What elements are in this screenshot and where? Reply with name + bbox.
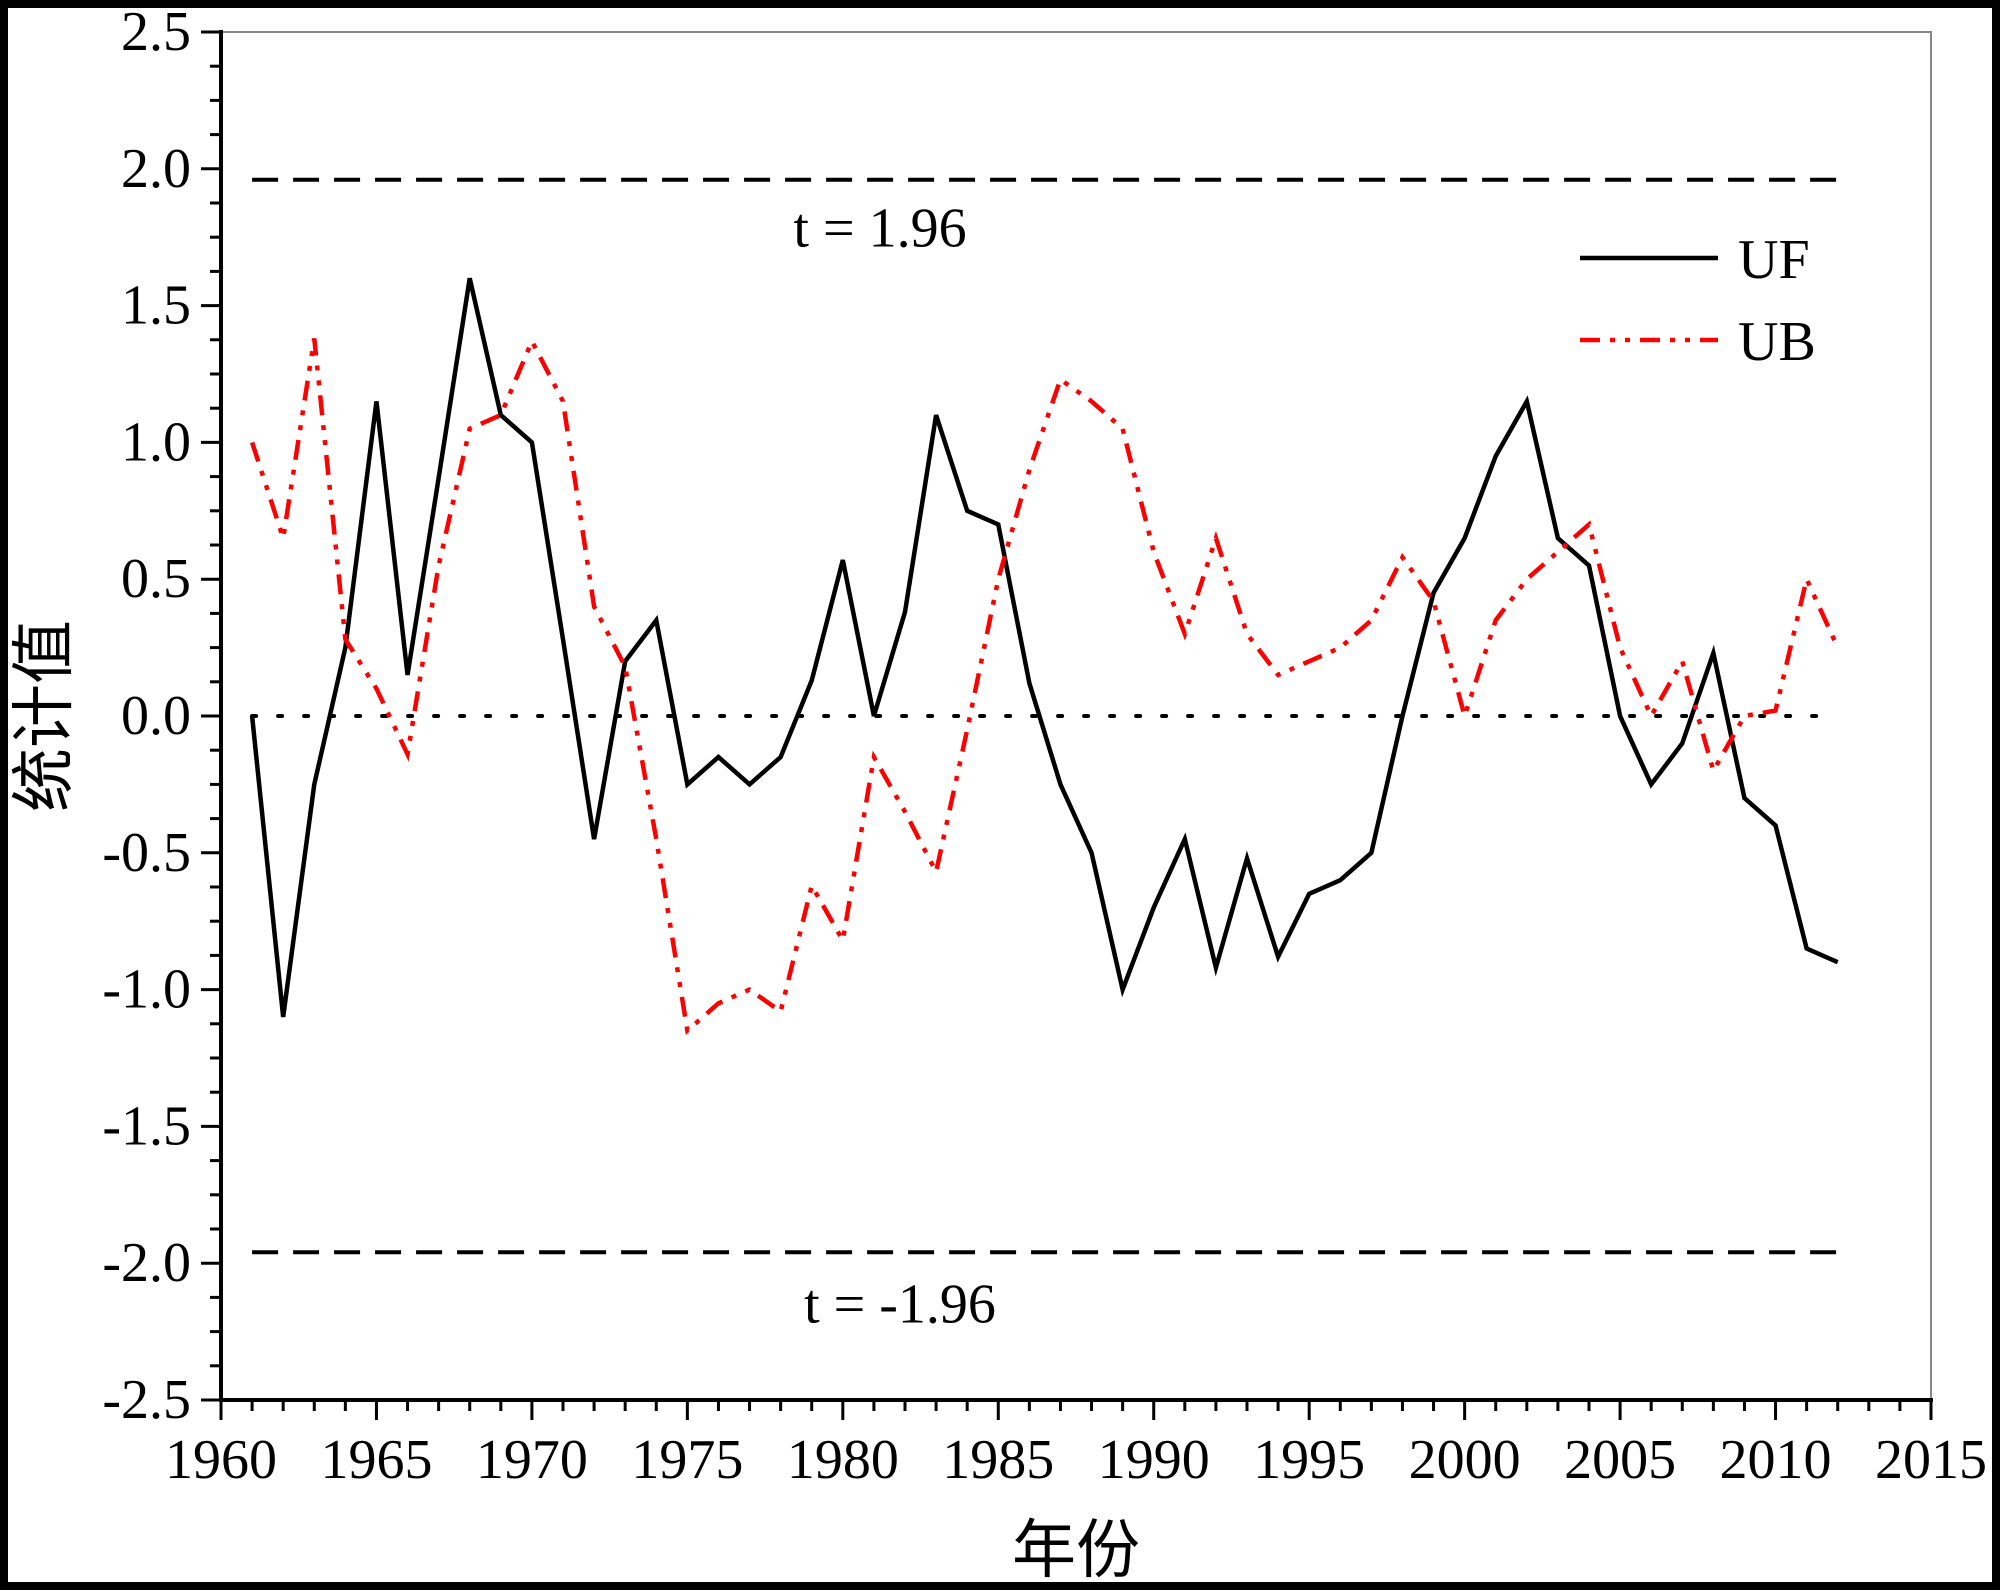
x-tick-label: 1965 bbox=[320, 1429, 432, 1491]
threshold-label: t = -1.96 bbox=[804, 1273, 996, 1335]
x-tick-label: 1980 bbox=[787, 1429, 899, 1491]
x-tick-label: 1970 bbox=[476, 1429, 588, 1491]
x-tick-label: 2015 bbox=[1875, 1429, 1987, 1491]
y-tick-label: 0.5 bbox=[121, 548, 191, 610]
x-tick-label: 1990 bbox=[1098, 1429, 1210, 1491]
plot-frame bbox=[220, 31, 1932, 1401]
legend-label-uf: UF bbox=[1738, 229, 1810, 291]
y-tick-label: 2.0 bbox=[121, 138, 191, 200]
x-tick-label: 2000 bbox=[1409, 1429, 1521, 1491]
series-line-uf bbox=[249, 277, 1839, 1018]
y-tick-label: 1.0 bbox=[121, 411, 191, 473]
y-tick-label: -1.0 bbox=[102, 959, 191, 1021]
x-tick-label: 1995 bbox=[1253, 1429, 1365, 1491]
y-tick-label: -1.5 bbox=[102, 1095, 191, 1157]
y-tick-label: -0.5 bbox=[102, 822, 191, 884]
legend: UF UB bbox=[1580, 229, 1816, 373]
y-tick-label: 0.0 bbox=[121, 685, 191, 747]
x-tick-label: 1960 bbox=[165, 1429, 277, 1491]
x-axis-label: 年份 bbox=[1012, 1515, 1140, 1586]
x-tick-label: 2005 bbox=[1564, 1429, 1676, 1491]
y-tick-label: -2.0 bbox=[102, 1232, 191, 1294]
x-tick-label: 2010 bbox=[1720, 1429, 1832, 1491]
y-tick-label: 2.5 bbox=[121, 1, 191, 63]
x-tick-label: 1975 bbox=[631, 1429, 743, 1491]
series-line-ub bbox=[249, 335, 1840, 1036]
threshold-label: t = 1.96 bbox=[793, 198, 966, 260]
y-tick-label: 1.5 bbox=[121, 275, 191, 337]
y-tick-label: -2.5 bbox=[102, 1369, 191, 1431]
legend-label-ub: UB bbox=[1738, 311, 1816, 373]
x-tick-label: 1985 bbox=[942, 1429, 1054, 1491]
y-axis-label: 统计值 bbox=[9, 620, 80, 812]
